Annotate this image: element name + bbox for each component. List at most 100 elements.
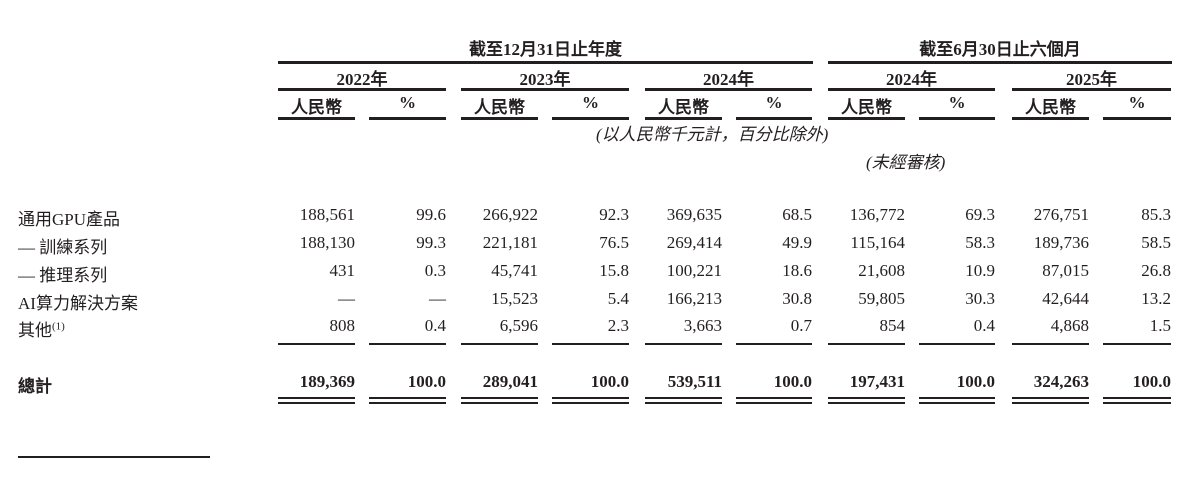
row-label: — 訓練系列 [18, 233, 107, 258]
percent-cell: 58.5 [1141, 233, 1171, 252]
amount-cell: 15,523 [491, 289, 538, 308]
footnote-separator [18, 456, 210, 458]
year-header: 2024年 [703, 70, 754, 89]
amount-cell: 3,663 [683, 316, 722, 335]
percent-cell: 10.9 [965, 261, 995, 280]
percent-cell: 100.0 [956, 372, 995, 391]
year-rule [1012, 88, 1171, 91]
subtotal-rule [645, 343, 722, 345]
percent-cell: 1.5 [1149, 316, 1171, 335]
amount-cell: 21,608 [858, 261, 905, 280]
percent-cell: 13.2 [1141, 289, 1171, 308]
pct-column-header: % [765, 93, 783, 112]
percent-cell: 100.0 [590, 372, 629, 391]
amount-cell: 189,369 [299, 372, 355, 391]
year-header: 2023年 [519, 70, 571, 89]
total-double-rule [645, 397, 722, 404]
total-double-rule [1012, 397, 1089, 404]
total-double-rule [919, 397, 995, 404]
year-rule [828, 88, 995, 91]
total-double-rule [461, 397, 538, 404]
percent-cell: 100.0 [1132, 372, 1171, 391]
row-label-text: AI算力解決方案 [18, 294, 138, 313]
column-rule [461, 117, 538, 120]
percent-cell: 0.4 [424, 316, 446, 335]
amount-cell: 431 [329, 261, 356, 280]
year-rule [645, 88, 812, 91]
percent-cell: 30.8 [782, 289, 812, 308]
rmb-column-header: 人民幣 [474, 98, 525, 117]
column-rule [828, 117, 905, 120]
row-label: — 推理系列 [18, 261, 107, 286]
column-rule [919, 117, 995, 120]
amount-cell: 289,041 [482, 372, 538, 391]
unit-note: (以人民幣千元計，百分比除外) [596, 125, 829, 144]
percent-cell: 0.7 [790, 316, 812, 335]
year-rule [278, 88, 446, 91]
percent-cell: 58.3 [965, 233, 995, 252]
total-double-rule [552, 397, 629, 404]
row-label-text: — 推理系列 [18, 266, 108, 285]
percent-cell: 76.5 [599, 233, 629, 252]
subtotal-rule [1103, 343, 1171, 345]
amount-cell: 197,431 [849, 372, 905, 391]
percent-cell: 15.8 [599, 261, 629, 280]
percent-cell: 69.3 [965, 205, 995, 224]
row-label-text: 通用GPU產品 [18, 210, 121, 229]
header-annual-period: 截至12月31日止年度 [469, 40, 622, 59]
rmb-column-header: 人民幣 [291, 98, 342, 117]
amount-cell: 188,561 [299, 205, 355, 224]
column-rule [369, 117, 446, 120]
subtotal-rule [369, 343, 446, 345]
amount-cell: 87,015 [1042, 261, 1089, 280]
amount-cell: 188,130 [299, 233, 355, 252]
unaudited-note: (未經審核) [866, 153, 946, 172]
total-label: 總計 [18, 377, 52, 396]
amount-cell: 276,751 [1033, 205, 1089, 224]
pct-column-header: % [948, 93, 966, 112]
row-label-text: 其他 [18, 321, 52, 340]
column-rule [736, 117, 812, 120]
subtotal-rule [552, 343, 629, 345]
amount-cell: 45,741 [491, 261, 538, 280]
amount-cell: — [338, 289, 355, 308]
percent-cell: 85.3 [1141, 205, 1171, 224]
total-double-rule [736, 397, 812, 404]
amount-cell: 369,635 [666, 205, 722, 224]
amount-cell: 4,868 [1050, 316, 1089, 335]
amount-cell: 136,772 [849, 205, 905, 224]
amount-cell: 854 [879, 316, 906, 335]
amount-cell: 221,181 [482, 233, 538, 252]
rmb-column-header: 人民幣 [1025, 98, 1076, 117]
amount-cell: 539,511 [667, 372, 722, 391]
amount-cell: 42,644 [1042, 289, 1089, 308]
subtotal-rule [1012, 343, 1089, 345]
column-rule [552, 117, 629, 120]
header-rule [278, 61, 813, 64]
pct-column-header: % [399, 93, 416, 112]
column-rule [1012, 117, 1089, 120]
percent-cell: 49.9 [782, 233, 812, 252]
pct-column-header: % [1128, 93, 1146, 112]
amount-cell: 115,164 [850, 233, 905, 252]
percent-cell: 68.5 [782, 205, 812, 224]
percent-cell: 30.3 [965, 289, 995, 308]
amount-cell: 100,221 [666, 261, 722, 280]
subtotal-rule [461, 343, 538, 345]
total-double-rule [278, 397, 355, 404]
total-double-rule [1103, 397, 1171, 404]
percent-cell: 100.0 [407, 372, 446, 391]
percent-cell: 26.8 [1141, 261, 1171, 280]
percent-cell: 0.3 [424, 261, 446, 280]
row-label: 通用GPU產品 [18, 205, 120, 230]
amount-cell: 324,263 [1033, 372, 1089, 391]
amount-cell: 59,805 [858, 289, 905, 308]
percent-cell: 2.3 [607, 316, 629, 335]
row-label: 其他(1) [18, 316, 65, 341]
amount-cell: 266,922 [482, 205, 538, 224]
total-double-rule [828, 397, 905, 404]
percent-cell: 100.0 [773, 372, 812, 391]
amount-cell: 6,596 [499, 316, 538, 335]
subtotal-rule [919, 343, 995, 345]
row-label-text: — 訓練系列 [18, 238, 108, 257]
